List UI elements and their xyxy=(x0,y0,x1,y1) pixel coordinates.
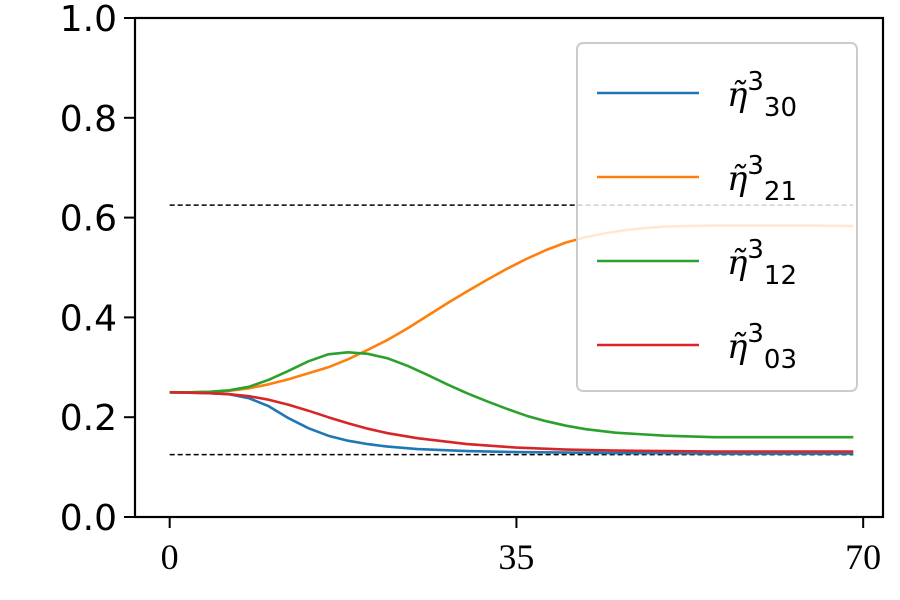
plot-frame xyxy=(133,16,885,519)
legend-label-03: η̃303 xyxy=(727,319,797,375)
y-tick-label: 0.0 xyxy=(60,498,117,539)
legend-label-21: η̃321 xyxy=(727,151,797,207)
x-axis: 0 35 70 xyxy=(161,517,881,577)
y-tick-label: 0.6 xyxy=(60,199,117,240)
legend-label-12: η̃312 xyxy=(727,235,797,291)
legend-label-30: η̃330 xyxy=(727,67,797,123)
x-tick-label: 35 xyxy=(498,537,534,577)
y-tick-label: 1.0 xyxy=(60,0,117,40)
legend-box xyxy=(576,42,858,392)
legend: η̃330 η̃321 η̃312 η̃303 xyxy=(576,42,858,392)
series-line-12 xyxy=(169,350,854,439)
series-line-03 xyxy=(169,391,854,453)
x-tick-label: 70 xyxy=(845,537,881,577)
y-tick-label: 0.8 xyxy=(60,99,117,140)
y-axis: 0.0 0.2 0.4 0.6 0.8 1.0 xyxy=(60,0,135,539)
x-tick-label: 0 xyxy=(161,537,179,577)
y-tick-label: 0.4 xyxy=(60,298,117,339)
y-tick-label: 0.2 xyxy=(60,398,117,439)
